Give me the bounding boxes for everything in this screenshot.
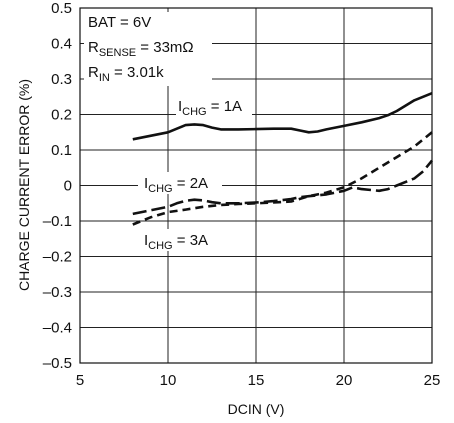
series-label-3a: ICHG = 3A [144,232,208,252]
x-axis-label: DCIN (V) [228,401,285,417]
y-tick-label: –0.5 [43,355,72,372]
condition-rsense-sub: SENSE [99,47,136,59]
y-tick-label: –0.4 [43,320,72,337]
y-tick-label: 0 [64,178,72,195]
y-tick-label: 0.1 [51,142,72,159]
series-label-2a-main: I [144,175,148,192]
conditions-box-bg [84,12,212,86]
series-label-1a-rest: = 1A [207,98,242,115]
y-tick-label: 0.3 [51,71,72,88]
label-2a-bg [138,172,222,194]
y-tick-labels: –0.5 –0.4 –0.3 –0.2 –0.1 0 0.1 0.2 0.3 0.4 0.5 [43,0,72,372]
y-tick-label: –0.1 [43,213,72,230]
series-line-1 [132,91,433,141]
series-line-3 [132,131,433,226]
series-label-1a-sub: CHG [182,106,206,118]
series-line-2 [132,159,434,216]
y-axis-label: CHARGE CURRENT ERROR (%) [16,79,32,291]
condition-rsense: RSENSE = 33mΩ [88,39,194,59]
condition-rsense-main: R [88,39,99,56]
series-label-3a-rest: = 3A [173,232,208,249]
y-tick-label: –0.3 [43,284,72,301]
series-label-1a-main: I [178,98,182,115]
series-label-3a-main: I [144,232,148,249]
x-tick-labels: 5 10 15 20 25 [76,372,441,389]
condition-rin-rest: = 3.01k [110,64,164,81]
y-tick-label: –0.2 [43,249,72,266]
series-label-3a-sub: CHG [148,240,172,252]
y-tick-label: 0.2 [51,107,72,124]
x-tick-label: 5 [76,372,84,389]
y-tick-label: 0.5 [51,0,72,17]
condition-rsense-rest: = 33mΩ [136,39,194,56]
y-tick-label: 0.4 [51,36,72,53]
label-1a-bg [176,95,252,117]
series-label-2a-sub: CHG [148,183,172,195]
x-tick-label: 15 [248,372,265,389]
x-tick-label: 10 [160,372,177,389]
x-tick-label: 20 [336,372,353,389]
condition-rin: RIN = 3.01k [88,64,164,84]
condition-bat: BAT = 6V [88,14,151,31]
series-label-2a-rest: = 2A [173,175,208,192]
grid [79,7,433,364]
series-label-2a: ICHG = 2A [144,175,208,195]
condition-rin-sub: IN [99,72,110,84]
series-layer [132,91,434,226]
x-tick-label: 25 [424,372,441,389]
condition-rin-main: R [88,64,99,81]
label-3a-bg [140,229,224,251]
series-label-1a: ICHG = 1A [178,98,242,118]
plot-frame [79,7,433,364]
